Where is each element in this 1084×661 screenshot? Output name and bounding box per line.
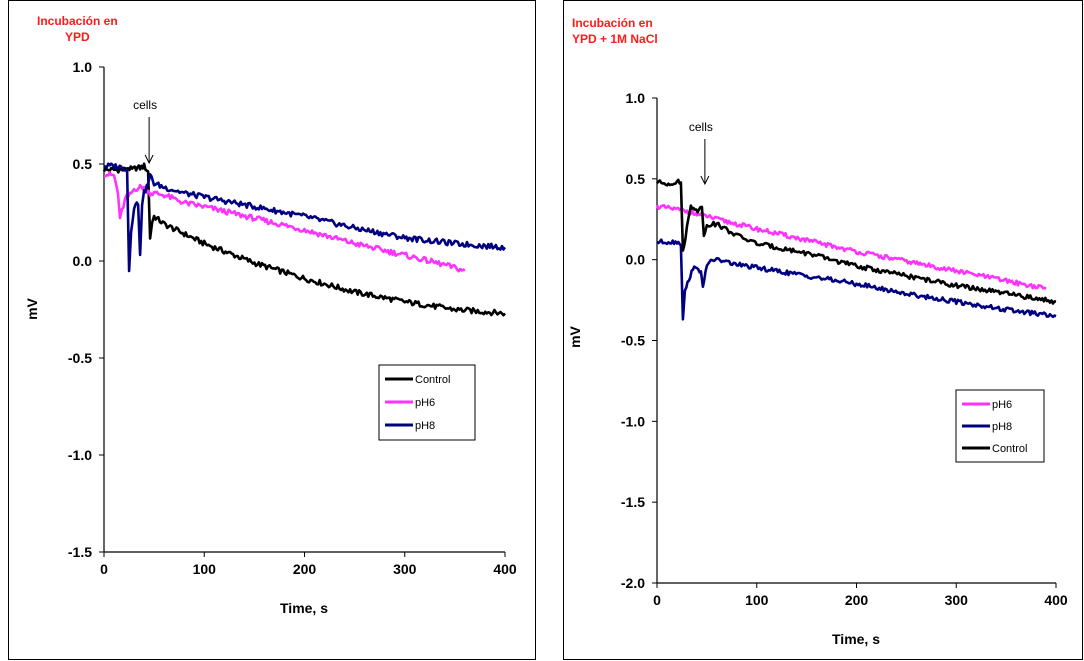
y-tick-label: 0.5: [626, 171, 646, 187]
x-tick-label: 300: [393, 561, 417, 577]
y-axis-label: mV: [567, 325, 583, 347]
legend-label: pH8: [415, 420, 435, 432]
y-tick-label: -2.0: [621, 575, 645, 591]
chart-title: Incubación en YPD + 1M NaCl: [572, 16, 658, 46]
x-tick-label: 0: [653, 592, 661, 608]
legend-label: pH6: [415, 397, 435, 409]
series-line-ph6: [655, 204, 1047, 290]
annotation-cells-label: cells: [133, 98, 157, 112]
y-tick-label: 0.0: [73, 253, 93, 269]
y-tick-label: -1.0: [68, 447, 92, 463]
x-axis-label: Time, s: [280, 600, 328, 616]
y-tick-label: -0.5: [68, 350, 92, 366]
x-tick-label: 200: [845, 592, 869, 608]
chart-ypd-nacl: -2.0 -1.5 -1.0 -0.5 0.0 0.5 1.0 0 100 200 300 400 Ti…: [567, 90, 1068, 647]
y-tick-label: 1.0: [73, 59, 93, 75]
series-line-control: [102, 162, 506, 317]
y-tick-label: -1.0: [621, 413, 645, 429]
y-axis-label: mV: [24, 297, 40, 319]
chart-panel-ypd: Incubación en YPD -1.5 -1.0 -0.5 0.0 0.5 1.0 0…: [8, 0, 536, 660]
annotation-arrowhead: [700, 175, 710, 186]
chart-ypd: -1.5 -1.0 -0.5 0.0 0.5 1.0 0 100 200 300 400 Time, …: [24, 59, 517, 616]
y-tick-label: 0.5: [73, 156, 93, 172]
legend-label: pH8: [992, 421, 1012, 433]
x-tick-label: 100: [193, 561, 217, 577]
legend-label: Control: [415, 374, 450, 386]
series-line-ph8: [103, 162, 507, 273]
x-tick-label: 200: [293, 561, 317, 577]
legend-label: pH6: [992, 399, 1012, 411]
x-tick-label: 300: [945, 592, 969, 608]
x-tick-label: 400: [1044, 592, 1068, 608]
y-tick-label: 1.0: [626, 90, 646, 106]
x-tick-label: 0: [100, 561, 108, 577]
annotation-cells-label: cells: [689, 120, 713, 134]
y-tick-label: 0.0: [626, 252, 646, 268]
x-axis-label: Time, s: [832, 631, 880, 647]
y-tick-label: -1.5: [621, 494, 645, 510]
y-tick-label: -1.5: [68, 544, 92, 560]
series-line-ph6: [104, 171, 466, 273]
y-tick-label: -0.5: [621, 333, 645, 349]
series-line-ph8: [656, 238, 1057, 321]
series-line-control: [656, 178, 1057, 305]
legend-label: Control: [992, 443, 1027, 455]
x-tick-label: 400: [493, 561, 517, 577]
annotation-arrowhead: [144, 154, 154, 165]
x-tick-label: 100: [745, 592, 769, 608]
chart-panel-ypd-nacl: Incubación en YPD + 1M NaCl -2.0 -1.5 -1.0…: [563, 0, 1083, 660]
chart-title: Incubación en YPD: [37, 14, 118, 44]
